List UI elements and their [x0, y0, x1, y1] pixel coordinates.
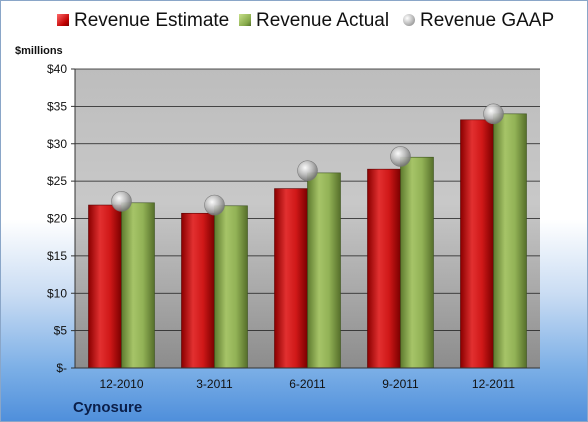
y-tick-label: $5	[54, 324, 68, 338]
x-tick-label: 12-2010	[99, 377, 143, 391]
bar-revenue-actual	[307, 172, 341, 369]
legend-label-gaap: Revenue GAAP	[420, 10, 555, 31]
point-revenue-gaap	[204, 194, 225, 216]
y-tick-label: $30	[47, 137, 67, 151]
point-revenue-gaap	[111, 191, 132, 212]
company-name: Cynosure	[73, 399, 143, 416]
x-tick-label: 12-2011	[472, 377, 515, 391]
legend-label-actual: Revenue Actual	[256, 10, 390, 31]
x-tick-label: 3-2011	[196, 377, 233, 391]
y-tick-label: $-	[56, 361, 67, 375]
bar-revenue-actual	[400, 156, 434, 369]
bar-revenue-estimate	[181, 212, 215, 369]
y-tick-label: $40	[47, 62, 67, 76]
y-tick-label: $20	[47, 212, 67, 226]
point-revenue-gaap	[297, 160, 318, 181]
legend-label-estimate: Revenue Estimate	[74, 10, 230, 31]
point-revenue-gaap	[483, 103, 504, 125]
x-tick-label: 6-2011	[289, 377, 326, 391]
bar-revenue-actual	[493, 113, 527, 369]
bar-revenue-actual	[214, 205, 248, 369]
y-tick-label: $25	[47, 174, 67, 188]
point-revenue-gaap	[390, 146, 411, 167]
bar-revenue-estimate	[88, 204, 122, 369]
y-axis-units-label: $millions	[15, 45, 63, 57]
bar-revenue-actual	[121, 202, 155, 369]
legend-swatch-estimate	[57, 14, 69, 26]
x-tick-label: 9-2011	[382, 377, 419, 391]
y-tick-label: $10	[47, 286, 67, 300]
y-tick-label: $15	[47, 249, 67, 263]
bar-revenue-estimate	[460, 119, 494, 369]
legend-swatch-actual	[239, 14, 251, 26]
y-tick-label: $35	[47, 99, 67, 113]
legend: Revenue Estimate Revenue Actual Revenue …	[1, 9, 587, 33]
legend-marker-gaap	[403, 14, 415, 26]
bar-revenue-estimate	[274, 188, 308, 369]
bar-revenue-estimate	[367, 168, 401, 369]
